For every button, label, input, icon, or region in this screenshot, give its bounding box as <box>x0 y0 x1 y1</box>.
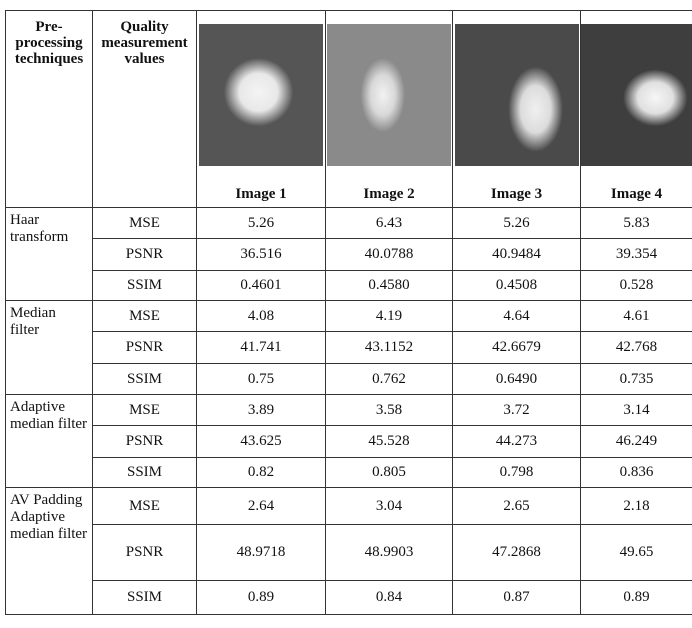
metric-cell: PSNR <box>93 426 197 458</box>
metric-cell: PSNR <box>93 239 197 271</box>
value-cell: 5.26 <box>453 208 581 239</box>
value-cell: 43.625 <box>197 426 326 458</box>
value-cell: 0.4508 <box>453 271 581 301</box>
value-cell: 48.9718 <box>197 525 326 581</box>
value-cell: 5.26 <box>197 208 326 239</box>
value-cell: 39.354 <box>581 239 692 271</box>
value-cell: 5.83 <box>581 208 692 239</box>
metric-cell: MSE <box>93 395 197 426</box>
technique-cell: Adaptive median filter <box>6 395 93 488</box>
metric-cell: MSE <box>93 208 197 239</box>
value-cell: 0.82 <box>197 458 326 488</box>
image-header: Image 1 <box>197 11 326 208</box>
image-label: Image 1 <box>197 186 325 203</box>
metric-cell: PSNR <box>93 525 197 581</box>
metric-cell: MSE <box>93 488 197 525</box>
value-cell: 42.768 <box>581 332 692 364</box>
image-label: Image 3 <box>453 186 580 203</box>
metric-cell: MSE <box>93 301 197 332</box>
value-cell: 0.805 <box>326 458 453 488</box>
technique-cell: Haar transform <box>6 208 93 301</box>
technique-cell: AV Padding Adaptive median filter <box>6 488 93 615</box>
value-cell: 47.2868 <box>453 525 581 581</box>
value-cell: 3.14 <box>581 395 692 426</box>
metric-cell: SSIM <box>93 581 197 615</box>
page: Pre-processing techniquesQuality measure… <box>0 0 692 628</box>
value-cell: 2.65 <box>453 488 581 525</box>
value-cell: 0.75 <box>197 364 326 395</box>
metric-cell: SSIM <box>93 364 197 395</box>
value-cell: 0.762 <box>326 364 453 395</box>
value-cell: 0.84 <box>326 581 453 615</box>
metric-cell: PSNR <box>93 332 197 364</box>
value-cell: 43.1152 <box>326 332 453 364</box>
value-cell: 3.72 <box>453 395 581 426</box>
value-cell: 41.741 <box>197 332 326 364</box>
value-cell: 4.08 <box>197 301 326 332</box>
header-cell: Quality measurement values <box>93 11 197 208</box>
value-cell: 45.528 <box>326 426 453 458</box>
header-cell: Pre-processing techniques <box>6 11 93 208</box>
value-cell: 40.9484 <box>453 239 581 271</box>
mammogram-image <box>327 24 451 166</box>
technique-cell: Median filter <box>6 301 93 395</box>
image-header: Image 4 <box>581 11 692 208</box>
value-cell: 0.6490 <box>453 364 581 395</box>
value-cell: 4.61 <box>581 301 692 332</box>
value-cell: 3.58 <box>326 395 453 426</box>
mammogram-image <box>199 24 323 166</box>
value-cell: 0.4601 <box>197 271 326 301</box>
metric-cell: SSIM <box>93 458 197 488</box>
value-cell: 44.273 <box>453 426 581 458</box>
value-cell: 0.528 <box>581 271 692 301</box>
mammogram-image <box>455 24 579 166</box>
value-cell: 0.836 <box>581 458 692 488</box>
image-label: Image 2 <box>326 186 452 203</box>
mammogram-image <box>581 24 692 166</box>
value-cell: 0.87 <box>453 581 581 615</box>
value-cell: 0.4580 <box>326 271 453 301</box>
value-cell: 3.04 <box>326 488 453 525</box>
image-header: Image 2 <box>326 11 453 208</box>
value-cell: 0.798 <box>453 458 581 488</box>
value-cell: 42.6679 <box>453 332 581 364</box>
value-cell: 49.65 <box>581 525 692 581</box>
value-cell: 48.9903 <box>326 525 453 581</box>
value-cell: 0.89 <box>197 581 326 615</box>
image-header: Image 3 <box>453 11 581 208</box>
value-cell: 0.89 <box>581 581 692 615</box>
image-label: Image 4 <box>581 186 692 203</box>
value-cell: 4.64 <box>453 301 581 332</box>
value-cell: 4.19 <box>326 301 453 332</box>
value-cell: 40.0788 <box>326 239 453 271</box>
value-cell: 36.516 <box>197 239 326 271</box>
value-cell: 2.64 <box>197 488 326 525</box>
value-cell: 3.89 <box>197 395 326 426</box>
value-cell: 0.735 <box>581 364 692 395</box>
value-cell: 6.43 <box>326 208 453 239</box>
metric-cell: SSIM <box>93 271 197 301</box>
value-cell: 46.249 <box>581 426 692 458</box>
value-cell: 2.18 <box>581 488 692 525</box>
